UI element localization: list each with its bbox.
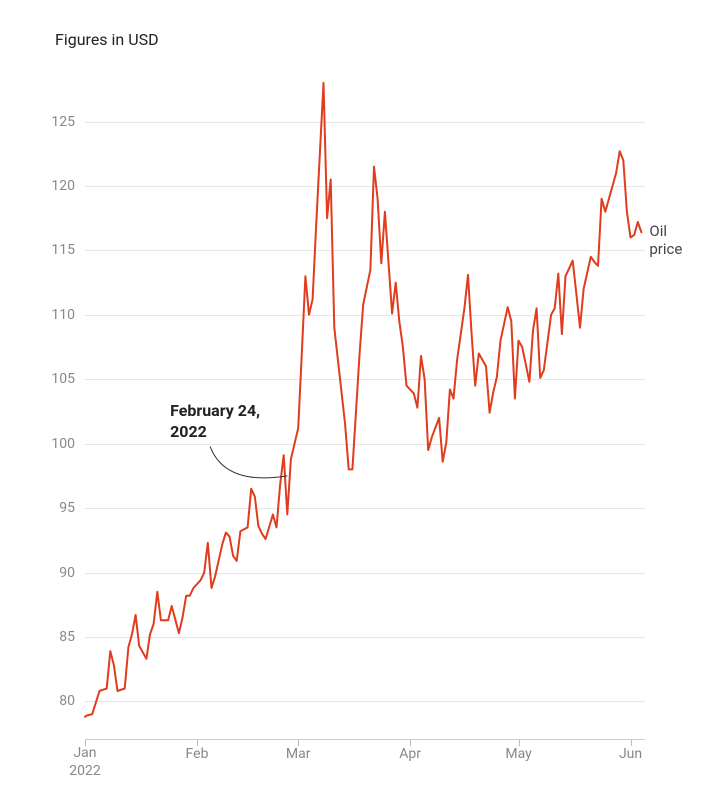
annotation-feb24: February 24,2022	[170, 401, 260, 443]
xtick-label: Apr	[399, 746, 421, 762]
xtick-label: Jan2022	[69, 744, 100, 780]
plot-area: 80859095100105110115120125 Jan2022FebMar…	[55, 70, 645, 740]
xtick-label: Feb	[186, 746, 209, 762]
annotation-swoop	[210, 446, 287, 478]
xtick-label: May	[505, 746, 531, 762]
series-label-oil-price: Oilprice	[649, 222, 682, 258]
xtick-label: Jun	[619, 746, 642, 762]
xtick-label: Mar	[286, 746, 311, 762]
chart-subtitle: Figures in USD	[55, 30, 159, 49]
oil-price-line	[85, 83, 641, 717]
oil-price-chart: Figures in USD 8085909510010511011512012…	[0, 0, 709, 805]
chart-svg	[55, 70, 645, 740]
